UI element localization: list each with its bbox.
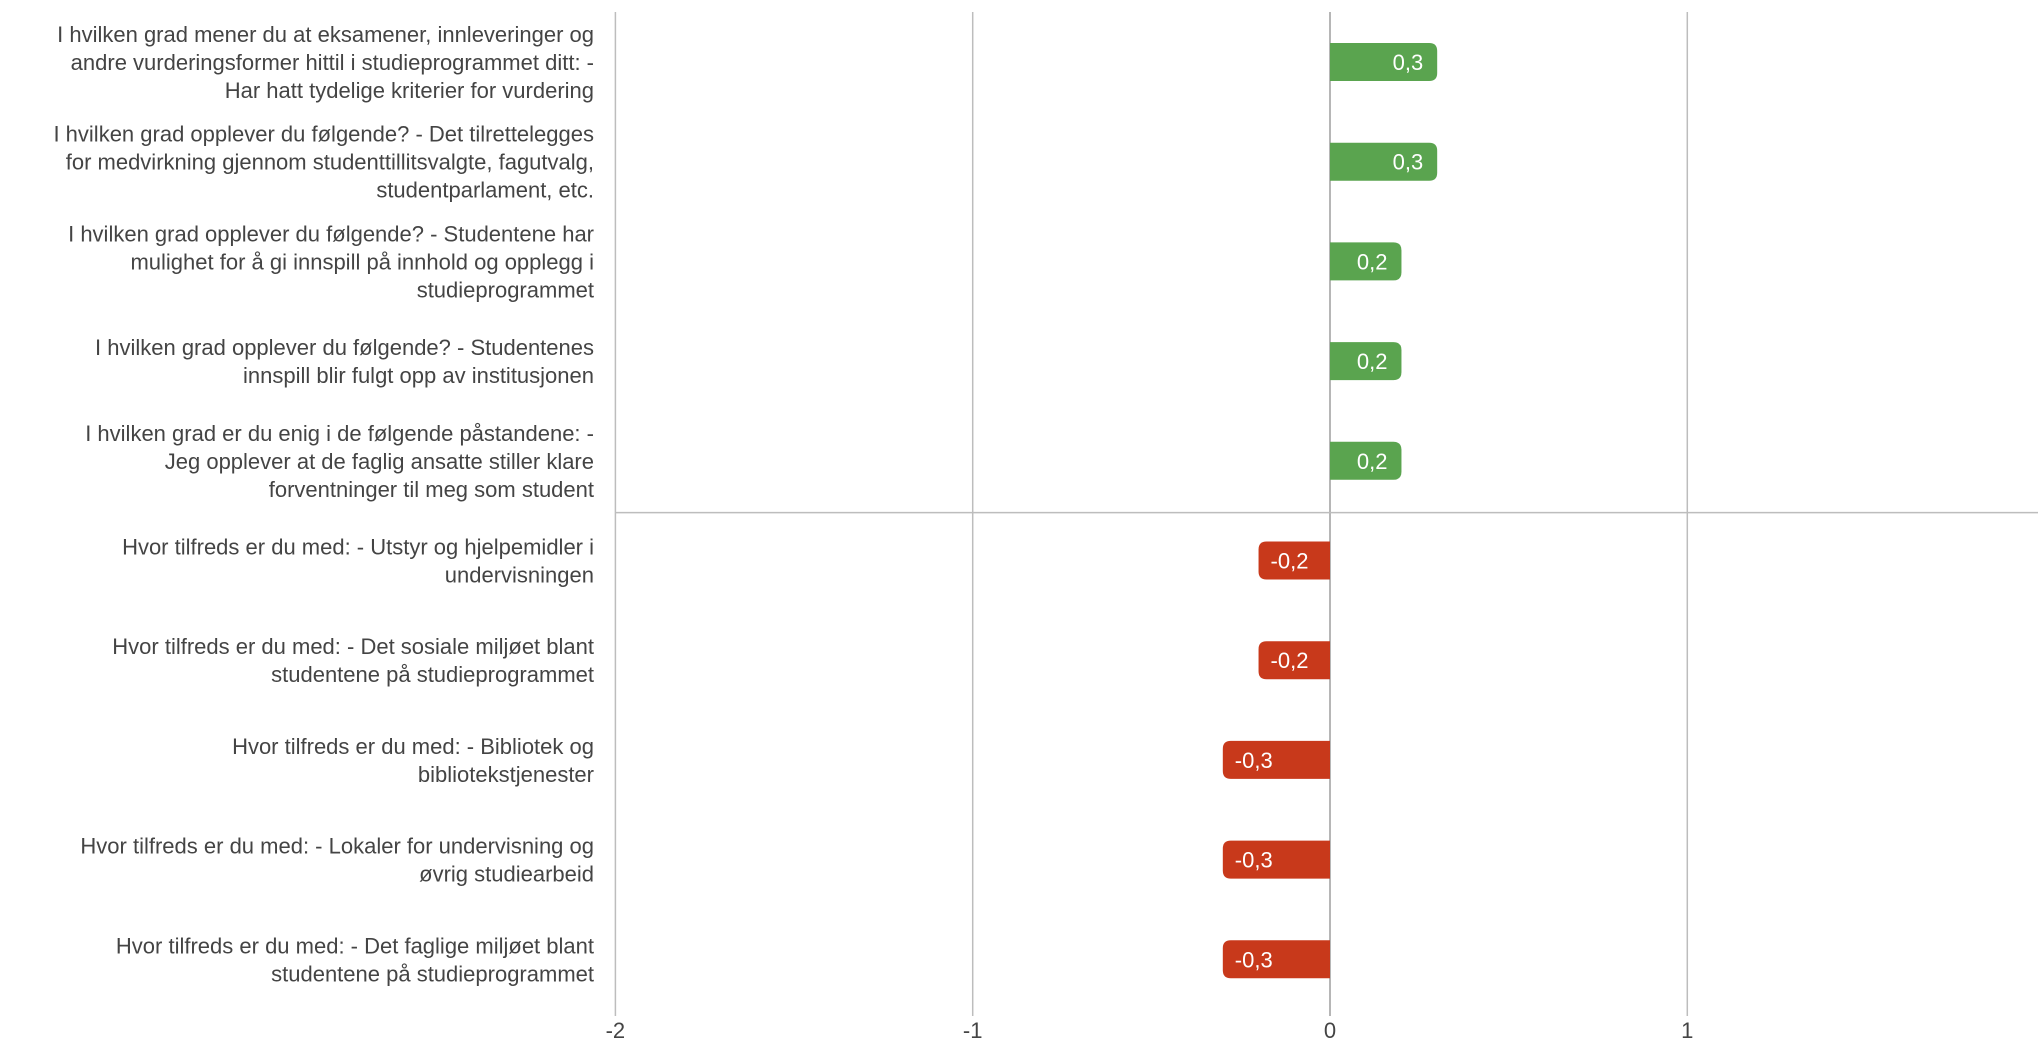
x-tick-label: -2 (606, 1018, 626, 1043)
category-label-line: Hvor tilfreds er du med: - Bibliotek og (232, 734, 594, 759)
bar-value-label: 0,3 (1393, 50, 1424, 75)
bar (1222, 940, 1330, 979)
category-label: Hvor tilfreds er du med: - Det faglige m… (116, 933, 594, 986)
bar (1330, 441, 1402, 480)
x-axis-tick-labels: -2-1012 (606, 1018, 1694, 1043)
category-label-line: Hvor tilfreds er du med: - Det faglige m… (116, 933, 594, 958)
category-label-line: bibliotekstjenester (418, 762, 594, 787)
bar-value-label: 0,2 (1357, 449, 1388, 474)
bar (1222, 740, 1330, 779)
bar-value-label: -0,3 (1235, 748, 1273, 773)
category-label-line: Hvor tilfreds er du med: - Utstyr og hje… (122, 535, 594, 560)
category-label-line: undervisningen (445, 563, 594, 588)
category-label-line: innspill blir fulgt opp av institusjonen (243, 363, 594, 388)
category-label-line: I hvilken grad opplever du følgende? - D… (53, 122, 594, 147)
bar-value-label: -0,2 (1271, 648, 1309, 673)
category-label-line: andre vurderingsformer hittil i studiepr… (71, 50, 594, 75)
x-tick-label: 0 (1324, 1018, 1336, 1043)
bar-value-label: -0,3 (1235, 848, 1273, 873)
bar (1330, 142, 1438, 181)
category-label: I hvilken grad mener du at eksamener, in… (57, 22, 594, 103)
bars: 0,3 0,3 0,2 0,2 0,2 -0,2 -0,2 -0,3 -0,3 -0,3 (1222, 43, 1438, 979)
bar (1330, 342, 1402, 381)
category-label-line: I hvilken grad opplever du følgende? - S… (95, 335, 594, 360)
category-label-line: studieprogrammet (417, 277, 594, 302)
category-label: I hvilken grad opplever du følgende? - S… (95, 335, 594, 388)
category-label-line: forventninger til meg som student (269, 477, 594, 502)
category-label: Hvor tilfreds er du med: - Det sosiale m… (112, 634, 594, 687)
category-label-line: I hvilken grad er du enig i de følgende … (85, 421, 594, 446)
category-label: I hvilken grad er du enig i de følgende … (85, 421, 594, 502)
category-labels: I hvilken grad mener du at eksamener, in… (53, 22, 594, 986)
category-label-line: Hvor tilfreds er du med: - Lokaler for u… (80, 834, 594, 859)
category-label-line: Hvor tilfreds er du med: - Det sosiale m… (112, 634, 594, 659)
category-label: I hvilken grad opplever du følgende? - D… (53, 122, 594, 203)
bar (1222, 840, 1330, 879)
bar (1258, 541, 1330, 580)
x-tick-label: 1 (1681, 1018, 1693, 1043)
category-label-line: øvrig studiearbeid (419, 862, 594, 887)
category-label: Hvor tilfreds er du med: - Lokaler for u… (80, 834, 594, 887)
bar-value-label: -0,3 (1235, 947, 1273, 972)
category-label-line: for medvirkning gjennom studenttillitsva… (66, 150, 594, 175)
category-label-line: studentene på studieprogrammet (271, 662, 594, 687)
category-label-line: I hvilken grad mener du at eksamener, in… (57, 22, 594, 47)
category-label-line: I hvilken grad opplever du følgende? - S… (68, 221, 594, 246)
bar (1258, 641, 1330, 680)
category-label-line: mulighet for å gi innspill på innhold og… (130, 249, 594, 274)
category-label: Hvor tilfreds er du med: - Bibliotek og b… (232, 734, 594, 787)
bar (1330, 242, 1402, 281)
bar-value-label: 0,3 (1393, 150, 1424, 175)
category-label-line: studentene på studieprogrammet (271, 961, 594, 986)
bar-value-label: 0,2 (1357, 249, 1388, 274)
category-label: Hvor tilfreds er du med: - Utstyr og hje… (122, 535, 594, 588)
bar-value-label: 0,2 (1357, 349, 1388, 374)
category-label-line: studentparlament, etc. (376, 178, 594, 203)
category-label: I hvilken grad opplever du følgende? - S… (68, 221, 594, 302)
bar-value-label: -0,2 (1271, 549, 1309, 574)
bar (1330, 43, 1438, 81)
category-label-line: Jeg opplever at de faglig ansatte stille… (165, 449, 594, 474)
category-label-line: Har hatt tydelige kriterier for vurderin… (225, 78, 594, 103)
x-tick-label: -1 (963, 1018, 983, 1043)
